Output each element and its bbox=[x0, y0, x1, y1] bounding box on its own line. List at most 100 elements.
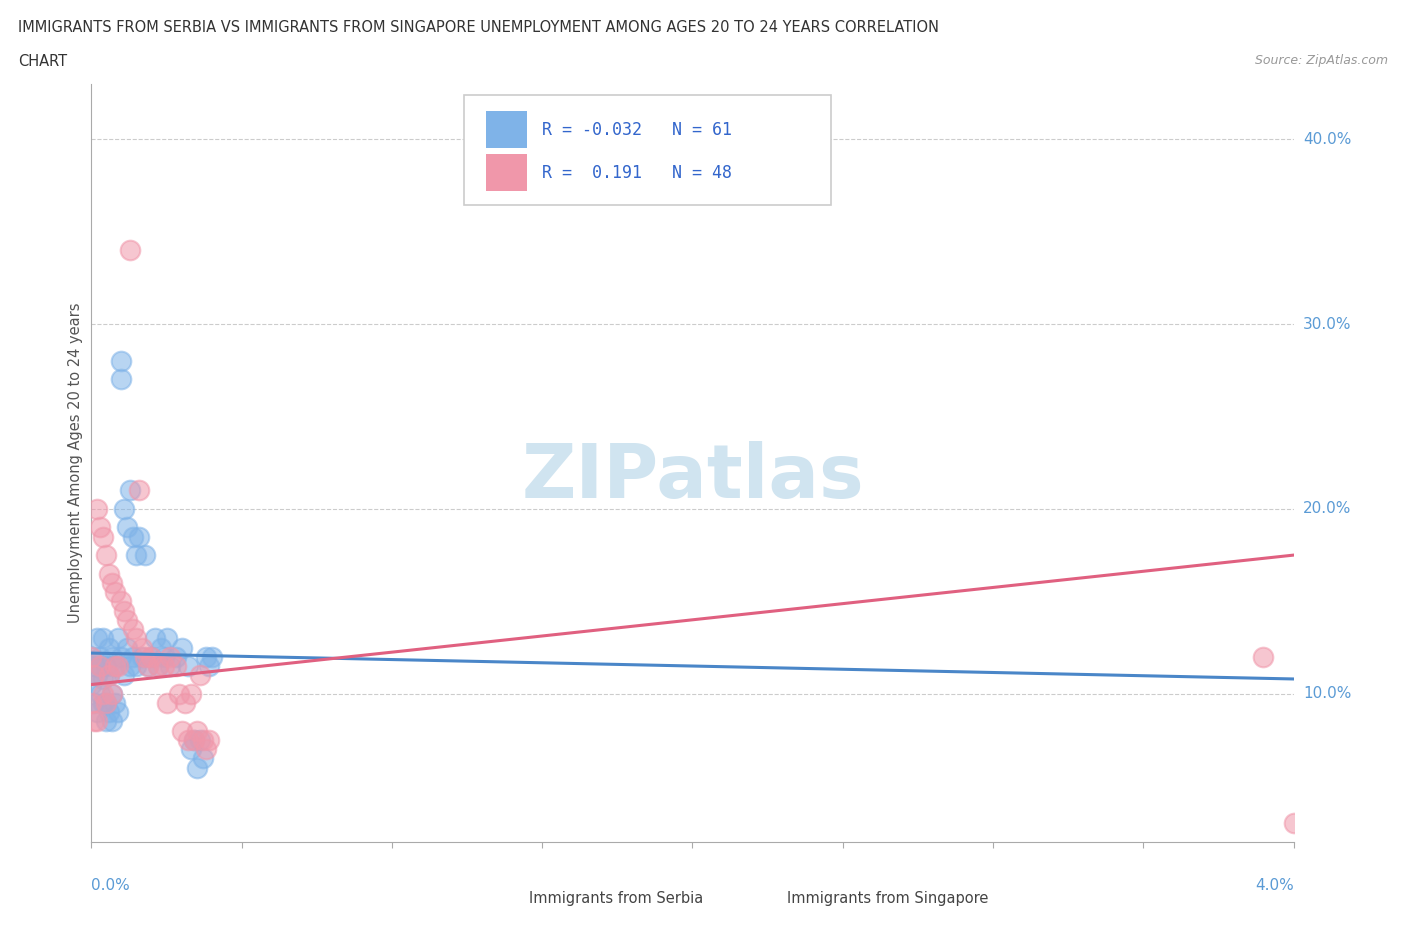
Point bbox=[176, 658, 198, 673]
Point bbox=[159, 649, 181, 664]
Point bbox=[86, 714, 108, 729]
Point bbox=[107, 631, 129, 645]
Point bbox=[101, 686, 124, 701]
Point bbox=[152, 658, 174, 673]
Point bbox=[176, 733, 198, 748]
Text: Source: ZipAtlas.com: Source: ZipAtlas.com bbox=[1254, 54, 1388, 67]
Text: ZIPatlas: ZIPatlas bbox=[522, 442, 863, 514]
Point bbox=[89, 520, 111, 535]
Point bbox=[191, 733, 214, 748]
Point bbox=[155, 696, 177, 711]
Point bbox=[114, 604, 136, 618]
Point bbox=[122, 649, 145, 664]
Point bbox=[170, 724, 193, 738]
Point bbox=[125, 658, 148, 673]
Point bbox=[93, 631, 115, 645]
Point bbox=[110, 353, 132, 368]
Point bbox=[83, 714, 105, 729]
Point bbox=[120, 483, 142, 498]
Point bbox=[86, 668, 108, 683]
Text: R = -0.032   N = 61: R = -0.032 N = 61 bbox=[543, 121, 733, 139]
Point bbox=[138, 658, 160, 673]
FancyBboxPatch shape bbox=[485, 154, 527, 192]
Point bbox=[93, 671, 115, 686]
Point bbox=[122, 529, 145, 544]
Point bbox=[86, 631, 108, 645]
Point bbox=[180, 742, 202, 757]
Point bbox=[120, 658, 142, 673]
Point bbox=[146, 658, 169, 673]
Point bbox=[98, 566, 121, 581]
Text: 20.0%: 20.0% bbox=[1303, 501, 1351, 516]
Point bbox=[1282, 816, 1305, 830]
Point bbox=[194, 649, 217, 664]
FancyBboxPatch shape bbox=[485, 884, 517, 913]
Point bbox=[104, 696, 127, 711]
Point bbox=[98, 668, 121, 683]
Text: IMMIGRANTS FROM SERBIA VS IMMIGRANTS FROM SINGAPORE UNEMPLOYMENT AMONG AGES 20 T: IMMIGRANTS FROM SERBIA VS IMMIGRANTS FRO… bbox=[18, 20, 939, 35]
Point bbox=[83, 696, 105, 711]
Point bbox=[89, 658, 111, 673]
Point bbox=[98, 668, 121, 683]
Point bbox=[96, 696, 118, 711]
Point bbox=[143, 631, 166, 645]
Point bbox=[191, 751, 214, 766]
Point bbox=[96, 658, 118, 673]
Point bbox=[134, 649, 156, 664]
Point bbox=[131, 640, 153, 655]
Point bbox=[98, 640, 121, 655]
Point bbox=[167, 686, 190, 701]
Point bbox=[125, 548, 148, 563]
FancyBboxPatch shape bbox=[744, 884, 775, 913]
Point bbox=[152, 649, 174, 664]
Point bbox=[173, 696, 195, 711]
Point bbox=[183, 733, 205, 748]
Point bbox=[197, 658, 219, 673]
Point bbox=[107, 705, 129, 720]
FancyBboxPatch shape bbox=[464, 95, 831, 205]
Point bbox=[188, 733, 211, 748]
Point bbox=[110, 649, 132, 664]
Point bbox=[131, 649, 153, 664]
Point bbox=[89, 649, 111, 664]
Point bbox=[186, 724, 208, 738]
Text: 4.0%: 4.0% bbox=[1254, 878, 1294, 893]
Point bbox=[86, 501, 108, 516]
Text: R =  0.191   N = 48: R = 0.191 N = 48 bbox=[543, 164, 733, 181]
Point bbox=[180, 686, 202, 701]
Point bbox=[110, 594, 132, 609]
Point bbox=[146, 658, 169, 673]
Point bbox=[128, 483, 150, 498]
Point bbox=[93, 529, 115, 544]
Point bbox=[101, 714, 124, 729]
Point bbox=[122, 621, 145, 636]
Point bbox=[201, 649, 224, 664]
Point bbox=[114, 668, 136, 683]
Point bbox=[117, 612, 139, 627]
Point bbox=[80, 696, 103, 711]
Point bbox=[188, 668, 211, 683]
Point bbox=[138, 658, 160, 673]
Point bbox=[80, 649, 103, 664]
Point bbox=[96, 548, 118, 563]
Point bbox=[96, 696, 118, 711]
Point bbox=[165, 658, 187, 673]
Text: Immigrants from Singapore: Immigrants from Singapore bbox=[787, 891, 988, 906]
Y-axis label: Unemployment Among Ages 20 to 24 years: Unemployment Among Ages 20 to 24 years bbox=[67, 302, 83, 623]
Point bbox=[104, 585, 127, 600]
Point bbox=[98, 705, 121, 720]
Point bbox=[104, 658, 127, 673]
Point bbox=[128, 529, 150, 544]
Point bbox=[80, 649, 103, 664]
Point bbox=[194, 742, 217, 757]
Point bbox=[141, 649, 163, 664]
Point bbox=[1253, 649, 1275, 664]
Point bbox=[104, 658, 127, 673]
Point bbox=[101, 649, 124, 664]
Text: CHART: CHART bbox=[18, 54, 67, 69]
Point bbox=[120, 243, 142, 258]
Point bbox=[107, 658, 129, 673]
Point bbox=[83, 668, 105, 683]
Point bbox=[114, 501, 136, 516]
Point bbox=[165, 649, 187, 664]
